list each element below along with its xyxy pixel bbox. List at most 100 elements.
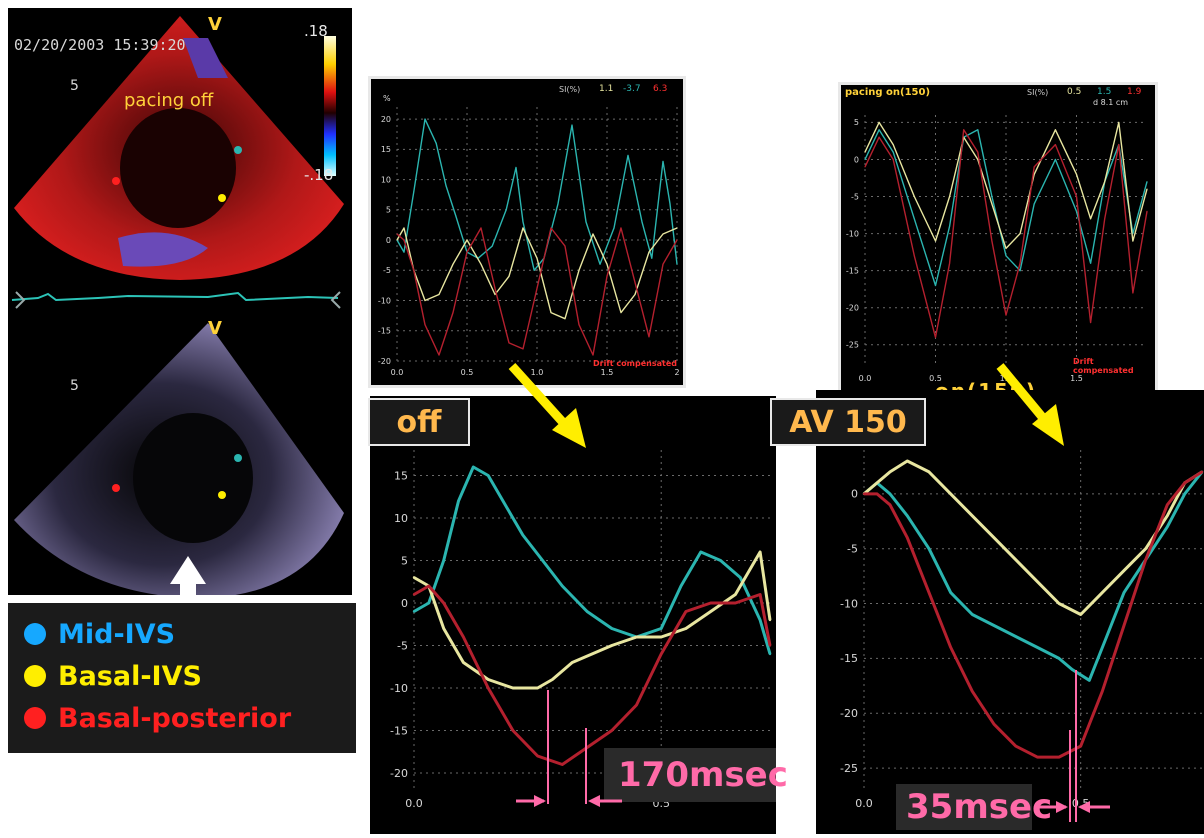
data-point-mid-ivs bbox=[1054, 158, 1056, 161]
echo-apex-marker-top: V bbox=[208, 14, 222, 35]
data-point-basal-ivs bbox=[768, 618, 772, 622]
y-tick-label: -15 bbox=[378, 327, 391, 336]
lv-cavity-dark bbox=[120, 108, 236, 228]
data-point-basal-ivs bbox=[486, 678, 490, 681]
data-point-basal-ivs bbox=[1075, 173, 1078, 175]
data-point-basal-ivs bbox=[592, 233, 594, 235]
data-point-mid-ivs bbox=[1075, 210, 1078, 212]
data-point-mid-ivs bbox=[521, 533, 524, 537]
data-point-mid-ivs bbox=[427, 601, 431, 605]
legend-box: Mid-IVS Basal-IVS Basal-posterior bbox=[8, 603, 356, 753]
data-point-mid-ivs bbox=[660, 627, 663, 630]
echo-timestamp: 02/20/2003 15:39:20 bbox=[14, 36, 186, 54]
data-point-mid-ivs bbox=[679, 584, 683, 588]
data-point-basal-ivs bbox=[660, 635, 663, 639]
data-point-basal-ivs bbox=[1019, 233, 1021, 235]
on-small-header-val-3: 1.9 bbox=[1127, 87, 1142, 97]
data-point-mid-ivs bbox=[455, 215, 457, 217]
data-point-basal-ivs bbox=[438, 293, 440, 296]
data-point-basal-ivs bbox=[709, 610, 712, 613]
white-arrow bbox=[170, 556, 206, 602]
data-point-mid-ivs bbox=[1033, 203, 1035, 205]
x-tick-label: 0.0 bbox=[855, 797, 873, 810]
data-point-basal-ivs bbox=[927, 470, 931, 474]
on-small-footer: Drift compensated bbox=[1073, 357, 1134, 375]
data-point-mid-ivs bbox=[1014, 635, 1017, 638]
data-point-basal-ivs bbox=[1118, 121, 1120, 123]
data-point-mid-ivs bbox=[768, 652, 772, 656]
y-tick-label: -25 bbox=[840, 762, 858, 775]
data-point-basal-posterior bbox=[1146, 210, 1148, 212]
data-point-basal-posterior bbox=[424, 324, 426, 326]
data-point-basal-ivs bbox=[635, 635, 638, 639]
data-point-basal-posterior bbox=[864, 166, 866, 168]
data-point-mid-ivs bbox=[445, 185, 447, 187]
data-point-basal-posterior bbox=[1104, 218, 1106, 220]
legend-label-mid-ivs: Mid-IVS bbox=[58, 618, 176, 650]
y-tick-label: -25 bbox=[846, 341, 859, 350]
data-point-basal-posterior bbox=[1054, 144, 1056, 146]
data-point-basal-posterior bbox=[1118, 144, 1120, 146]
marker-mid-ivs-upper bbox=[234, 146, 242, 154]
data-point-mid-ivs bbox=[1090, 262, 1092, 264]
chart-on-zoom: 0 -5 -10 -15 -20 -25 0.0 0.5 bbox=[816, 390, 1204, 834]
data-point-basal-posterior bbox=[480, 227, 482, 229]
data-point-mid-ivs bbox=[491, 245, 493, 247]
data-point-basal-posterior bbox=[403, 239, 405, 241]
marker-mid-ivs-lower bbox=[234, 454, 242, 462]
x-tick-label: 1.0 bbox=[531, 368, 544, 377]
data-point-basal-ivs bbox=[949, 195, 951, 198]
interval-marker-off bbox=[516, 690, 622, 807]
data-point-mid-ivs bbox=[1036, 646, 1039, 649]
data-point-basal-posterior bbox=[949, 646, 952, 649]
on-small-header-val-2: 1.5 bbox=[1097, 87, 1112, 97]
y-tick-label: 15 bbox=[394, 469, 408, 482]
data-point-mid-ivs bbox=[613, 227, 615, 229]
data-point-basal-posterior bbox=[620, 227, 622, 229]
data-point-basal-posterior bbox=[1101, 690, 1104, 693]
data-point-basal-posterior bbox=[536, 754, 539, 758]
x-tick-label: 0.0 bbox=[859, 374, 872, 383]
y-tick-label: -10 bbox=[378, 296, 391, 305]
data-point-basal-posterior bbox=[888, 503, 892, 507]
data-point-mid-ivs bbox=[505, 209, 507, 211]
data-point-basal-posterior bbox=[662, 263, 664, 265]
data-point-mid-ivs bbox=[585, 610, 589, 613]
data-point-basal-ivs bbox=[536, 686, 539, 690]
data-point-basal-ivs bbox=[571, 661, 574, 664]
y-tick-label: -10 bbox=[840, 597, 858, 610]
data-point-basal-ivs bbox=[511, 686, 515, 690]
msec-label-on: 35msec bbox=[896, 784, 1052, 830]
data-point-mid-ivs bbox=[977, 129, 979, 131]
data-point-mid-ivs bbox=[571, 124, 573, 126]
data-point-basal-posterior bbox=[635, 703, 638, 707]
data-point-basal-ivs bbox=[466, 239, 468, 241]
data-point-mid-ivs bbox=[541, 559, 544, 562]
y-tick-label: 5 bbox=[854, 118, 859, 127]
data-point-basal-posterior bbox=[1122, 624, 1126, 627]
data-point-mid-ivs bbox=[934, 284, 937, 287]
data-point-basal-posterior bbox=[991, 240, 993, 242]
y-tick-label: 5 bbox=[401, 554, 408, 567]
data-point-basal-ivs bbox=[1054, 129, 1056, 131]
data-point-basal-posterior bbox=[536, 287, 538, 289]
y-tick-label: 0 bbox=[401, 597, 408, 610]
data-point-basal-posterior bbox=[709, 601, 712, 605]
data-point-basal-posterior bbox=[610, 729, 613, 732]
blue-flow-bottom bbox=[118, 232, 208, 267]
data-point-basal-ivs bbox=[734, 593, 737, 596]
data-point-basal-posterior bbox=[758, 593, 762, 596]
data-point-mid-ivs bbox=[522, 221, 524, 223]
data-point-basal-posterior bbox=[1132, 292, 1134, 294]
data-point-basal-ivs bbox=[578, 269, 580, 271]
data-point-mid-ivs bbox=[992, 624, 996, 627]
y-tick-label: 0 bbox=[854, 155, 859, 164]
interval-marker-on bbox=[1034, 670, 1110, 822]
data-point-mid-ivs bbox=[442, 559, 445, 562]
data-point-basal-posterior bbox=[684, 610, 688, 613]
y-tick-label: -10 bbox=[846, 229, 859, 238]
data-point-basal-posterior bbox=[466, 251, 468, 253]
y-tick-label: -10 bbox=[390, 682, 408, 695]
data-point-basal-posterior bbox=[438, 354, 440, 356]
data-point-mid-ivs bbox=[864, 158, 866, 161]
